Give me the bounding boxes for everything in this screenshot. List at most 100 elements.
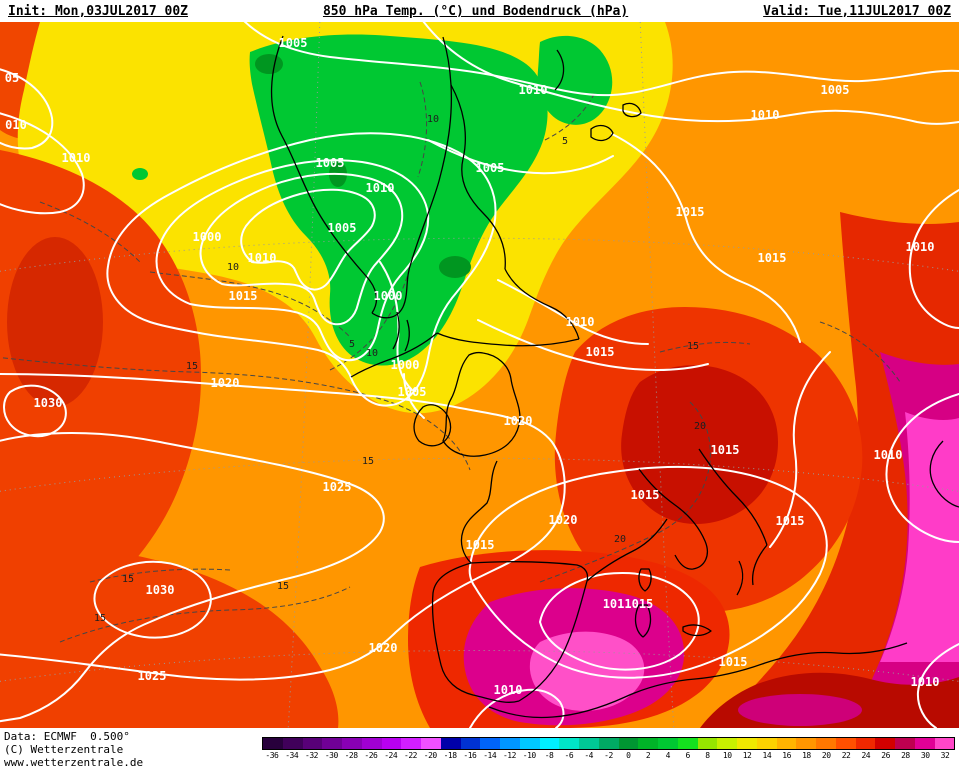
pressure-label: 1010 [494,683,523,697]
colorbar-segment [914,738,935,749]
colorbar-tick-label: 28 [901,751,910,760]
pressure-label: 1010 [366,181,395,195]
colorbar-segment [658,738,678,749]
colorbar-segment [835,738,856,749]
pressure-label: 05 [5,71,19,85]
pressure-label: 1020 [549,513,578,527]
colorbar-tick-label: 32 [940,751,950,760]
data-source-label: Data: ECMWF 0.500° [4,730,130,743]
map-title: 850 hPa Temp. (°C) und Bodendruck (hPa) [322,3,629,19]
colorbar-tick-label: 16 [782,751,791,760]
colorbar-tick-label: -20 [423,751,437,760]
colorbar-segment [381,738,402,749]
pressure-label: 1030 [146,583,175,597]
temp-label: 20 [694,421,706,432]
colorbar-segment [519,738,540,749]
colorbar-segment [282,738,303,749]
colorbar-tick-label: 26 [881,751,890,760]
colorbar-segment [322,738,342,749]
colorbar-tick-label: -36 [265,751,279,760]
colorbar-segment [361,738,382,749]
colorbar-segment [539,738,560,749]
colorbar-segment [638,738,658,749]
website-label: www.wetterzentrale.de [4,756,144,769]
colorbar-tick-label: 12 [742,751,752,760]
colorbar-tick-label: 0 [626,751,631,760]
colorbar-tick-label: -2 [604,751,613,760]
colorbar-tick-label: -30 [324,751,338,760]
colorbar-segment [816,738,836,749]
pressure-label: 1015 [776,514,805,528]
temp-label: 15 [94,613,106,624]
colorbar-segment [737,738,757,749]
colorbar-segment [895,738,915,749]
colorbar-segment [756,738,777,749]
pressure-label: 1000 [193,230,222,244]
colorbar-tick-label: -34 [285,751,299,760]
weather-map-svg: 05 010 1010 1005 1005 1010 1005 1000 101… [0,22,959,728]
colorbar-segment [342,738,362,749]
temp-label: 10 [366,348,378,359]
colorbar-segment [776,738,797,749]
pressure-label: 1010 [911,675,940,689]
colorbar-segment [796,738,816,749]
colorbar-segment [421,738,441,749]
colorbar-segment [855,738,876,749]
pressure-label: 1025 [138,669,167,683]
colorbar-tick-label: -32 [305,751,318,760]
colorbar-segment [618,738,639,749]
colorbar-segment [500,738,520,749]
colorbar-tick-label: 30 [920,751,930,760]
coastlines [270,35,959,719]
colorbar: -36 -34 -32 -30 -28 -26 -24 -22 -20 -18 -16 -14 -12-… [262,728,959,760]
pressure-label: 1005 [398,385,427,399]
pressure-label: 1015 [229,289,258,303]
pressure-label: 1015 [631,488,660,502]
colorbar-tick-label: 2 [645,751,651,760]
header-bar: Init: Mon,03JUL2017 00Z 850 hPa Temp. (°… [0,0,959,22]
colorbar-segment [401,738,421,749]
colorbar-tick-label: 18 [802,751,811,760]
colorbar-segment [717,738,737,749]
temp-label: 15 [362,456,374,467]
temp-label: 20 [614,534,626,545]
colorbar-tick-label: 22 [841,751,851,760]
pressure-label: 1005 [279,36,308,50]
pressure-label: 1011015 [603,597,654,611]
init-time-label: Init: Mon,03JUL2017 00Z [8,3,189,19]
pressure-label: 1015 [676,205,705,219]
colorbar-segment [677,738,698,749]
weather-map: 05 010 1010 1005 1005 1010 1005 1000 101… [0,22,959,728]
isobars [0,22,959,728]
colorbar-tick-label: 14 [762,751,772,760]
pressure-label: 1015 [586,345,615,359]
colorbar-tick-label: -26 [364,751,378,760]
colorbar-tick-label: -4 [584,751,593,760]
temp-label: 15 [277,581,289,592]
colorbar-segment [460,738,481,749]
pressure-label: 1010 [906,240,935,254]
temp-label: 15 [122,574,134,585]
pressure-label: 1025 [323,480,352,494]
pressure-label: 1015 [466,538,495,552]
pressure-label: 1015 [711,443,740,457]
pressure-labels: 05 010 1010 1005 1005 1010 1005 1000 101… [5,36,940,697]
colorbar-segment [480,738,500,749]
temp-label: 5 [349,339,355,350]
pressure-label: 1000 [374,289,403,303]
colorbar-tick-label: 24 [861,751,871,760]
pressure-label: 1015 [758,251,787,265]
valid-time-label: Valid: Tue,11JUL2017 00Z [763,3,951,19]
colorbar-segment [697,738,718,749]
pressure-label: 1005 [328,221,357,235]
graticule [0,22,959,728]
pressure-label: 1020 [211,376,240,390]
pressure-label: 1010 [62,151,91,165]
colorbar-segment [302,738,323,749]
colorbar-segment [579,738,599,749]
footer-bar: Data: ECMWF 0.500° (C) Wetterzentrale ww… [0,728,959,770]
copyright-label: (C) Wetterzentrale [4,743,124,756]
colorbar-labels: -36 -34 -32 -30 -28 -26 -24 -22 -20 -18 -16 -14 -12-… [262,751,955,760]
colorbar-segment [934,738,955,749]
colorbar-segment [875,738,895,749]
